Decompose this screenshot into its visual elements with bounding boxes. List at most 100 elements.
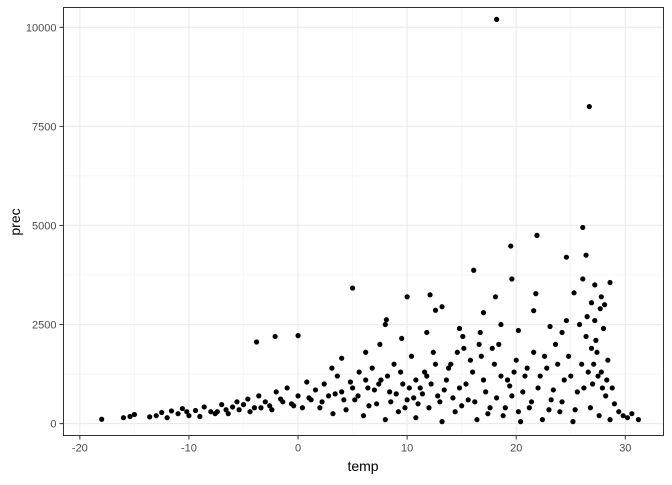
data-point bbox=[360, 413, 367, 419]
data-point bbox=[341, 397, 347, 403]
data-point bbox=[413, 415, 419, 421]
data-point bbox=[456, 385, 463, 391]
data-point bbox=[599, 385, 606, 391]
data-point bbox=[548, 397, 554, 403]
data-point bbox=[620, 413, 626, 419]
data-point bbox=[365, 385, 371, 391]
data-point bbox=[175, 411, 181, 417]
data-point bbox=[593, 337, 599, 343]
data-point bbox=[312, 387, 319, 393]
data-point bbox=[159, 409, 165, 416]
data-point bbox=[334, 373, 340, 379]
data-point bbox=[411, 395, 417, 401]
data-point bbox=[589, 381, 596, 387]
data-point bbox=[280, 399, 286, 405]
data-point bbox=[535, 385, 541, 391]
data-point bbox=[594, 349, 600, 355]
data-point bbox=[352, 397, 358, 403]
data-point bbox=[528, 399, 535, 405]
data-point bbox=[378, 377, 384, 383]
data-point bbox=[478, 353, 484, 359]
y-axis: 0 2500 5000 7500 10000 bbox=[26, 22, 64, 431]
data-point bbox=[531, 308, 537, 314]
data-point bbox=[432, 361, 439, 367]
data-point bbox=[387, 389, 393, 395]
data-point bbox=[339, 389, 345, 395]
data-point bbox=[439, 304, 445, 310]
data-point bbox=[480, 377, 487, 383]
data-point bbox=[391, 361, 397, 367]
data-point bbox=[477, 329, 483, 336]
data-point bbox=[376, 381, 382, 387]
data-point bbox=[604, 377, 610, 383]
y-tick-label: 0 bbox=[50, 419, 56, 431]
data-point bbox=[585, 369, 591, 375]
data-point bbox=[321, 381, 327, 387]
x-tick-label: -20 bbox=[72, 443, 88, 455]
data-point bbox=[588, 300, 595, 306]
data-point bbox=[522, 373, 528, 379]
data-point bbox=[472, 399, 478, 405]
data-point bbox=[251, 405, 258, 411]
points bbox=[99, 16, 642, 425]
x-tick-label: 10 bbox=[401, 443, 413, 455]
data-point bbox=[99, 416, 105, 422]
data-point bbox=[291, 403, 297, 409]
data-point bbox=[463, 381, 469, 387]
data-point bbox=[229, 404, 236, 410]
y-tick-label: 7500 bbox=[32, 121, 56, 133]
data-point bbox=[208, 409, 214, 415]
data-point bbox=[272, 333, 278, 340]
data-point bbox=[607, 417, 613, 423]
data-point bbox=[601, 302, 608, 308]
data-point bbox=[496, 341, 502, 347]
data-point bbox=[153, 413, 159, 419]
data-point bbox=[382, 417, 388, 423]
data-point bbox=[517, 419, 524, 425]
data-point bbox=[460, 333, 466, 340]
data-point bbox=[524, 365, 530, 371]
data-point bbox=[592, 317, 598, 324]
data-point bbox=[397, 369, 404, 375]
data-point bbox=[574, 389, 580, 395]
y-tick-label: 2500 bbox=[32, 320, 56, 332]
data-point bbox=[588, 345, 595, 351]
data-point bbox=[595, 373, 601, 379]
data-point bbox=[393, 391, 399, 397]
data-point bbox=[603, 393, 609, 399]
data-point bbox=[571, 290, 577, 296]
data-point bbox=[467, 357, 474, 363]
data-point bbox=[568, 373, 574, 379]
data-point bbox=[515, 327, 522, 334]
data-point bbox=[258, 405, 264, 411]
data-point bbox=[245, 396, 251, 402]
data-point bbox=[437, 399, 443, 405]
data-point bbox=[520, 389, 526, 395]
data-point bbox=[382, 321, 388, 328]
data-point bbox=[388, 399, 394, 405]
data-point bbox=[485, 411, 491, 417]
x-tick-label: 20 bbox=[510, 443, 522, 455]
data-point bbox=[369, 365, 375, 371]
data-point bbox=[284, 385, 290, 391]
data-point bbox=[476, 341, 482, 347]
x-axis: -20 -10 0 10 20 30 bbox=[72, 435, 631, 455]
data-point bbox=[404, 397, 410, 403]
data-point bbox=[269, 407, 275, 413]
data-point bbox=[513, 357, 519, 363]
data-point bbox=[526, 405, 532, 411]
data-point bbox=[356, 369, 362, 375]
data-point bbox=[299, 405, 306, 411]
data-point bbox=[192, 407, 199, 414]
data-point bbox=[598, 294, 604, 300]
data-point bbox=[319, 399, 325, 405]
data-point bbox=[557, 409, 563, 415]
data-point bbox=[306, 395, 312, 401]
data-point bbox=[581, 385, 587, 391]
data-point bbox=[427, 292, 433, 298]
data-point bbox=[454, 349, 460, 355]
data-point bbox=[439, 419, 445, 425]
data-point bbox=[570, 419, 576, 425]
data-point bbox=[504, 377, 511, 383]
data-point bbox=[544, 365, 550, 371]
